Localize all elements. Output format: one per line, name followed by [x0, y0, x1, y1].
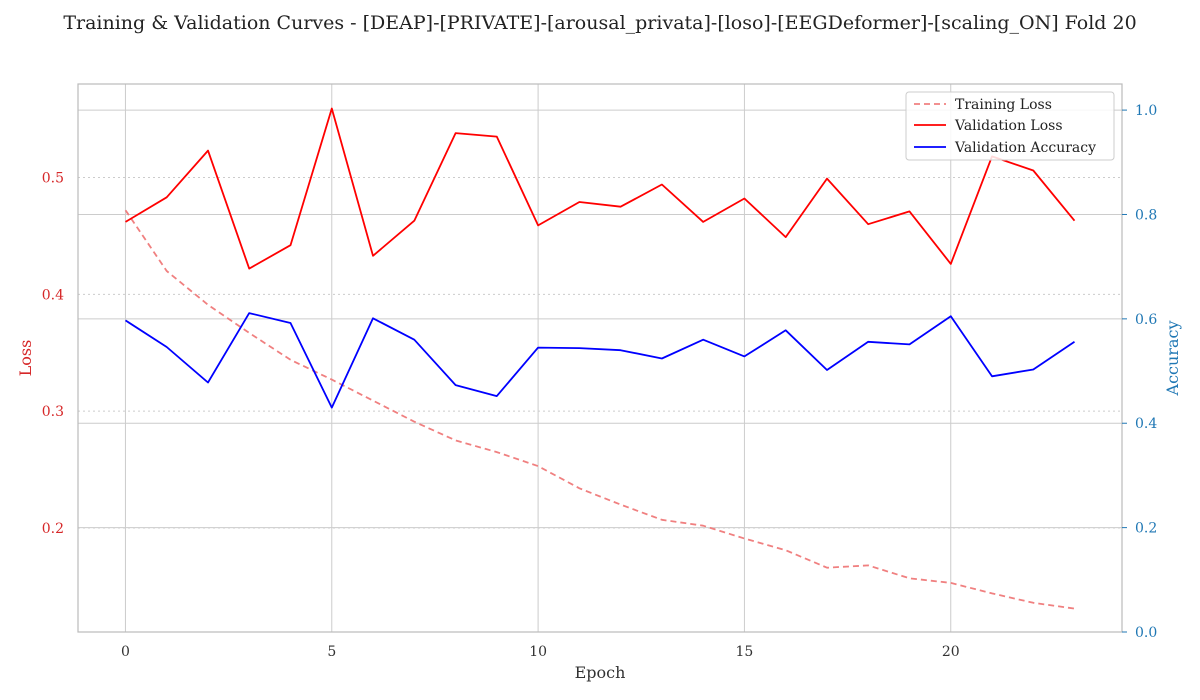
- y-right-tick-label: 0.6: [1135, 312, 1157, 328]
- grid: [78, 84, 1122, 633]
- axes: 0 5 10 15 20 0.2 0.3 0.4 0.5 0.0 0.2 0.4 0.6 0.8 1.0: [42, 103, 1158, 660]
- legend-label-validation-loss: Validation Loss: [954, 118, 1063, 134]
- plot-series: [124, 107, 1076, 610]
- y-axis-right-label: Accuracy: [1163, 321, 1182, 397]
- legend: Training Loss Validation Loss Validation…: [905, 91, 1115, 161]
- x-tick-label: 10: [529, 644, 547, 660]
- y-left-tick-label: 0.4: [42, 287, 64, 303]
- legend-label-validation-accuracy: Validation Accuracy: [954, 140, 1096, 156]
- chart-title: Training & Validation Curves - [DEAP]-[P…: [63, 12, 1136, 34]
- y-left-tick-label: 0.3: [42, 404, 64, 420]
- series-line-validation-accuracy: [125, 312, 1076, 409]
- plot-frame: [77, 83, 1123, 633]
- x-tick-label: 15: [736, 644, 754, 660]
- y-left-tick-label: 0.5: [42, 170, 64, 186]
- y-left-tick-label: 0.2: [42, 521, 64, 537]
- y-axis-left-label: Loss: [16, 340, 35, 377]
- series-line-training-loss: [124, 209, 1075, 610]
- series-line-validation-loss: [125, 107, 1076, 270]
- legend-box: [905, 91, 1115, 161]
- legend-label-training-loss: Training Loss: [955, 97, 1052, 113]
- y-right-tick-label: 0.8: [1135, 207, 1157, 223]
- x-tick-label: 0: [121, 644, 130, 660]
- y-right-tick-label: 0.2: [1135, 521, 1157, 537]
- x-tick-label: 20: [942, 644, 960, 660]
- y-right-tick-label: 0.4: [1135, 416, 1157, 432]
- y-right-tick-label: 1.0: [1135, 103, 1157, 119]
- x-axis-label: Epoch: [575, 663, 626, 682]
- y-right-tick-label: 0.0: [1135, 625, 1157, 641]
- x-tick-label: 5: [327, 644, 336, 660]
